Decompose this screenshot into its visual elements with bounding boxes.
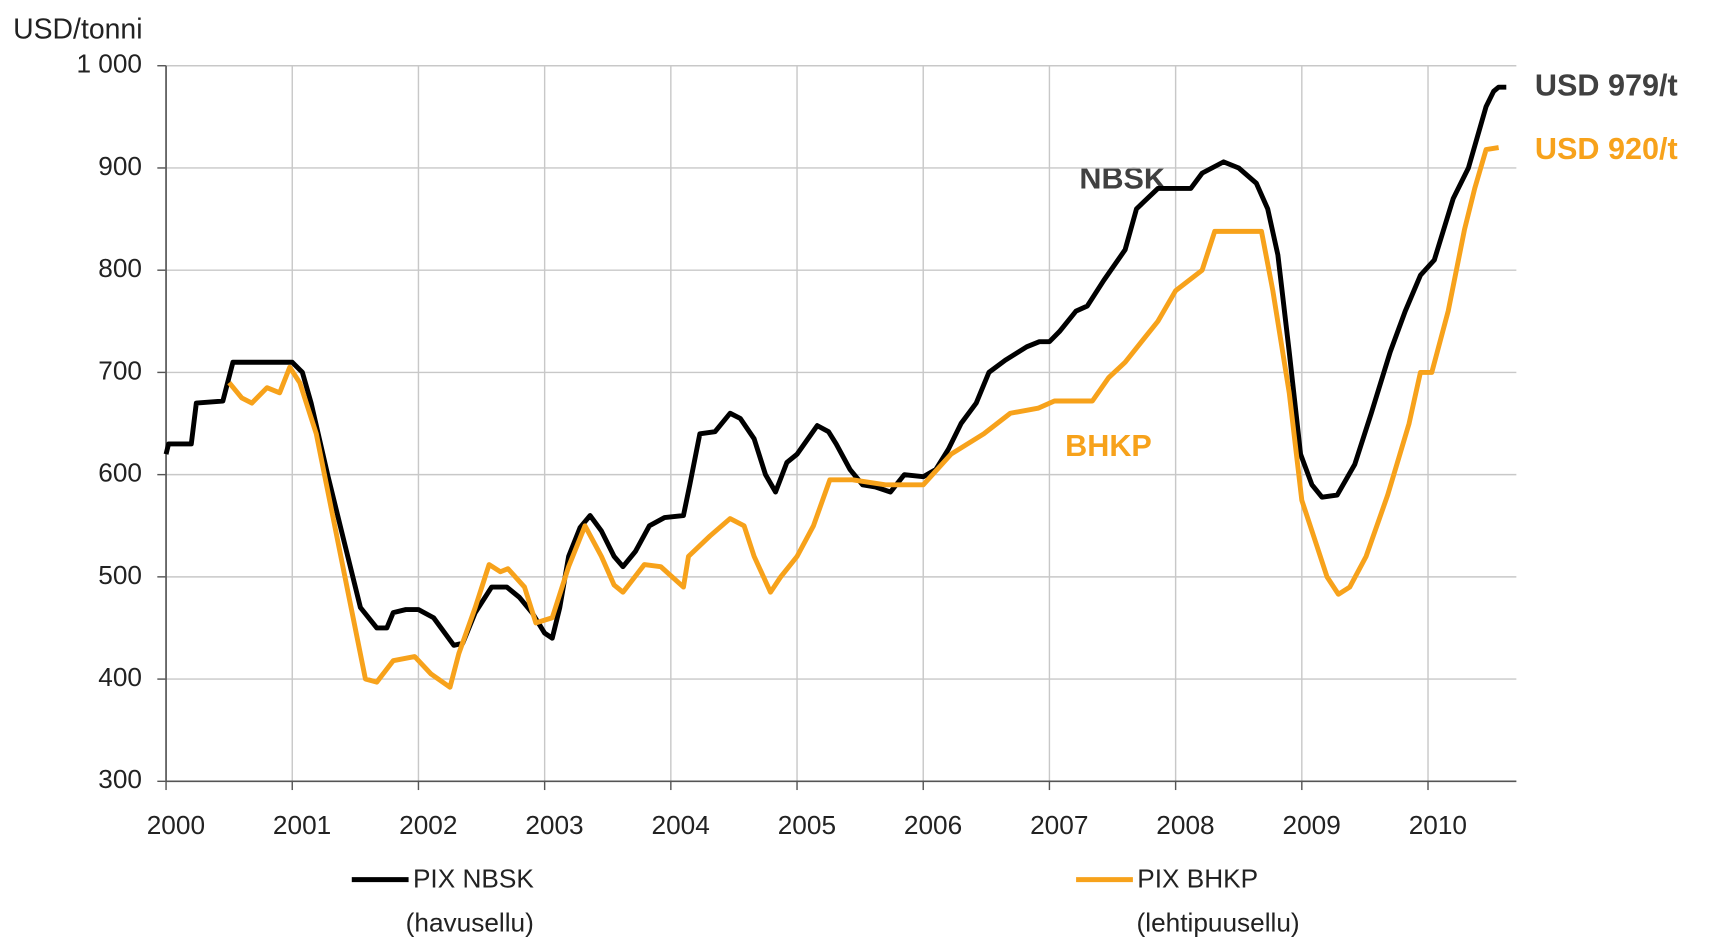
y-tick-label: 600 — [98, 458, 142, 488]
x-tick-label: 2009 — [1283, 810, 1341, 840]
legend-description: (lehtipuusellu) — [1137, 907, 1300, 937]
x-tick-label: 2008 — [1156, 810, 1214, 840]
x-tick-label: 2001 — [273, 810, 331, 840]
legend-label: PIX BHKP — [1137, 864, 1258, 894]
legend-description: (havusellu) — [406, 907, 534, 937]
x-tick-label: 2003 — [525, 810, 583, 840]
annotation: NBSK — [1079, 162, 1166, 196]
x-tick-label: 2002 — [399, 810, 457, 840]
x-tick-label: 2010 — [1409, 810, 1467, 840]
data-line — [227, 145, 1500, 690]
y-tick-label: 900 — [98, 151, 142, 181]
end-label: USD 979/t — [1535, 69, 1678, 103]
x-tick-label: 2005 — [778, 810, 836, 840]
y-tick-label: 800 — [98, 253, 142, 283]
x-tick-label: 2007 — [1030, 810, 1088, 840]
legend-label: PIX NBSK — [413, 864, 534, 894]
y-axis-label: USD/tonni — [13, 13, 142, 45]
data-line — [163, 84, 1507, 648]
end-label: USD 920/t — [1535, 132, 1678, 166]
x-tick-label: 2006 — [904, 810, 962, 840]
y-tick-label: 400 — [98, 662, 142, 692]
x-tick-label: 2004 — [652, 810, 710, 840]
y-tick-label: 1 000 — [76, 49, 142, 79]
x-tick-label: 2000 — [147, 810, 205, 840]
annotation: BHKP — [1065, 429, 1152, 463]
y-tick-label: 500 — [98, 560, 142, 590]
y-tick-label: 700 — [98, 355, 142, 385]
y-tick-label: 300 — [98, 764, 142, 794]
